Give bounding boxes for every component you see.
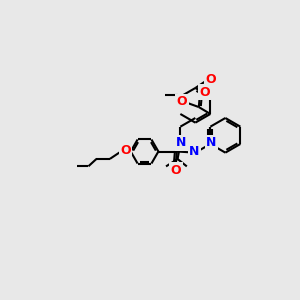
- Text: O: O: [120, 144, 131, 157]
- Text: O: O: [170, 164, 181, 177]
- Text: N: N: [189, 145, 200, 158]
- Text: N: N: [206, 136, 217, 149]
- Text: O: O: [200, 85, 210, 98]
- Text: O: O: [177, 95, 188, 108]
- Text: N: N: [176, 136, 187, 149]
- Text: O: O: [206, 73, 216, 86]
